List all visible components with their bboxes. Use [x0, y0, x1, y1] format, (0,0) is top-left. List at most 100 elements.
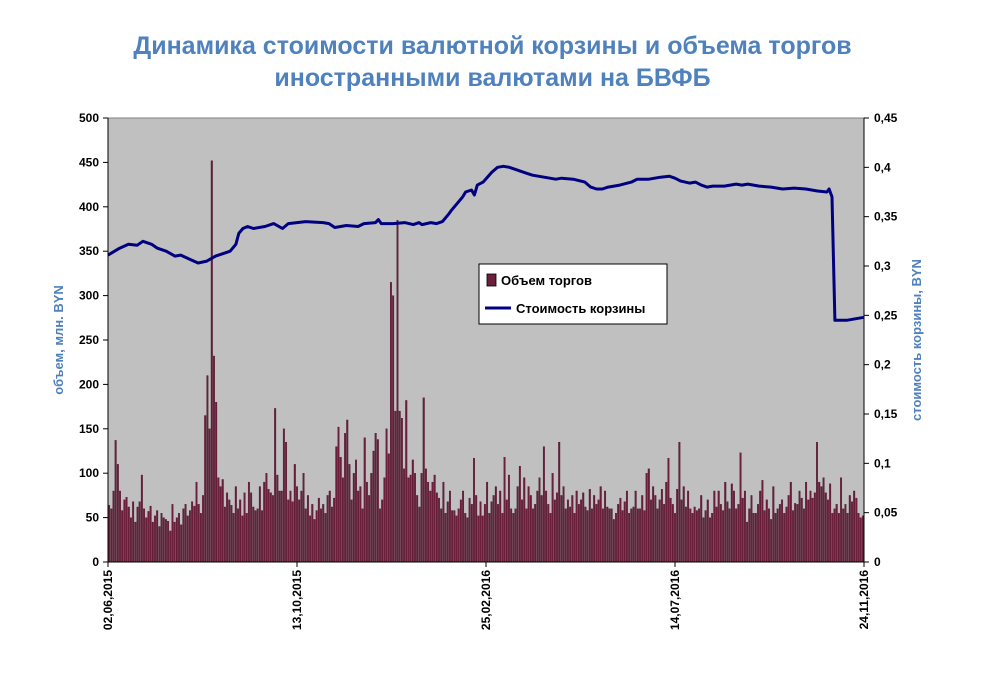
volume-bar — [335, 446, 338, 563]
right-tick-label: 0 — [874, 555, 881, 569]
volume-bar — [542, 446, 545, 563]
volume-bar — [525, 508, 528, 563]
volume-bar — [663, 504, 666, 563]
right-tick-label: 0,1 — [874, 456, 891, 470]
volume-bar — [191, 501, 194, 563]
volume-bar — [669, 497, 672, 563]
legend-box — [478, 263, 668, 325]
volume-bar — [514, 508, 517, 563]
volume-bar — [459, 499, 462, 563]
volume-bar — [304, 508, 307, 563]
volume-bar — [348, 464, 351, 563]
volume-bar — [861, 515, 864, 563]
volume-bar — [483, 504, 486, 563]
basket-cost-line — [107, 164, 865, 322]
volume-bars — [108, 160, 864, 563]
left-tick-label: 150 — [79, 422, 99, 436]
volume-bar — [186, 515, 189, 563]
volume-bar — [796, 504, 799, 563]
volume-bar — [291, 501, 294, 563]
volume-bar — [512, 513, 515, 563]
volume-bar — [256, 508, 259, 563]
volume-bar — [615, 513, 617, 563]
volume-bar — [722, 510, 725, 563]
volume-bar — [258, 486, 261, 563]
volume-bar — [405, 400, 408, 563]
x-tick-label: 24,11,2016 — [857, 570, 871, 630]
volume-bar — [569, 506, 572, 563]
volume-bar — [551, 473, 554, 563]
volume-bar — [610, 508, 613, 563]
volume-bar — [674, 513, 676, 563]
volume-bar — [453, 510, 456, 563]
volume-bar — [178, 513, 180, 563]
volume-bar — [127, 506, 130, 563]
volume-bar — [108, 505, 111, 563]
volume-bar — [787, 495, 790, 563]
left-tick-label: 0 — [92, 555, 99, 569]
volume-bar — [398, 410, 401, 563]
volume-bar — [254, 510, 257, 563]
volume-bar — [770, 519, 773, 563]
volume-bar — [213, 355, 215, 563]
x-axis: 02,06,2015 13,10,2015 25,02,2016 14,07,2016… — [101, 561, 871, 630]
volume-bar — [652, 486, 655, 563]
left-tick-label: 200 — [79, 377, 99, 391]
volume-bar — [446, 501, 449, 563]
volume-bar — [197, 504, 200, 563]
volume-bar — [175, 517, 178, 563]
volume-bar — [374, 433, 377, 563]
volume-bar — [171, 504, 174, 563]
volume-bar — [667, 457, 670, 563]
volume-bar — [492, 495, 495, 563]
volume-bar — [448, 490, 451, 563]
volume-bar — [505, 499, 508, 563]
volume-bar — [475, 495, 478, 563]
volume-bar — [444, 513, 447, 563]
volume-bar — [416, 495, 419, 563]
volume-bar — [328, 490, 331, 563]
volume-bar — [680, 499, 683, 563]
volume-bar — [156, 510, 159, 563]
volume-bar — [702, 517, 705, 563]
volume-bar — [842, 508, 845, 563]
volume-bar — [735, 508, 738, 563]
right-tick-label: 0,3 — [874, 259, 891, 273]
volume-bar — [261, 510, 263, 563]
volume-bar — [339, 457, 342, 563]
volume-bar — [241, 515, 244, 563]
volume-bar — [564, 508, 567, 563]
volume-bar — [438, 497, 440, 563]
volume-bar — [481, 515, 484, 563]
volume-bar — [429, 490, 432, 563]
volume-bar — [719, 504, 722, 563]
volume-bar — [204, 415, 207, 563]
volume-bar — [226, 492, 229, 563]
volume-bar — [359, 486, 362, 563]
volume-bar — [114, 440, 117, 563]
volume-bar — [739, 452, 742, 563]
volume-bar — [846, 513, 849, 563]
volume-bar — [145, 517, 148, 563]
volume-bar — [748, 508, 751, 563]
volume-bar — [831, 513, 834, 563]
volume-bar — [789, 481, 792, 563]
volume-bar — [167, 521, 170, 563]
volume-bar — [538, 477, 541, 563]
volume-bar — [125, 497, 128, 563]
volume-bar — [184, 504, 187, 563]
volume-bar — [193, 505, 196, 563]
volume-bar — [645, 473, 648, 563]
volume-bar — [527, 486, 530, 563]
left-tick-label: 350 — [79, 244, 99, 258]
volume-bar — [794, 503, 797, 563]
volume-bar — [730, 483, 733, 563]
volume-bar — [676, 489, 679, 563]
volume-bar — [164, 519, 167, 563]
volume-bar — [123, 499, 126, 563]
volume-bar — [451, 510, 454, 563]
right-axis-title: стоимость корзины, BYN — [909, 259, 924, 421]
volume-bar — [276, 474, 279, 563]
volume-bar — [682, 486, 685, 563]
volume-bar — [337, 426, 340, 563]
